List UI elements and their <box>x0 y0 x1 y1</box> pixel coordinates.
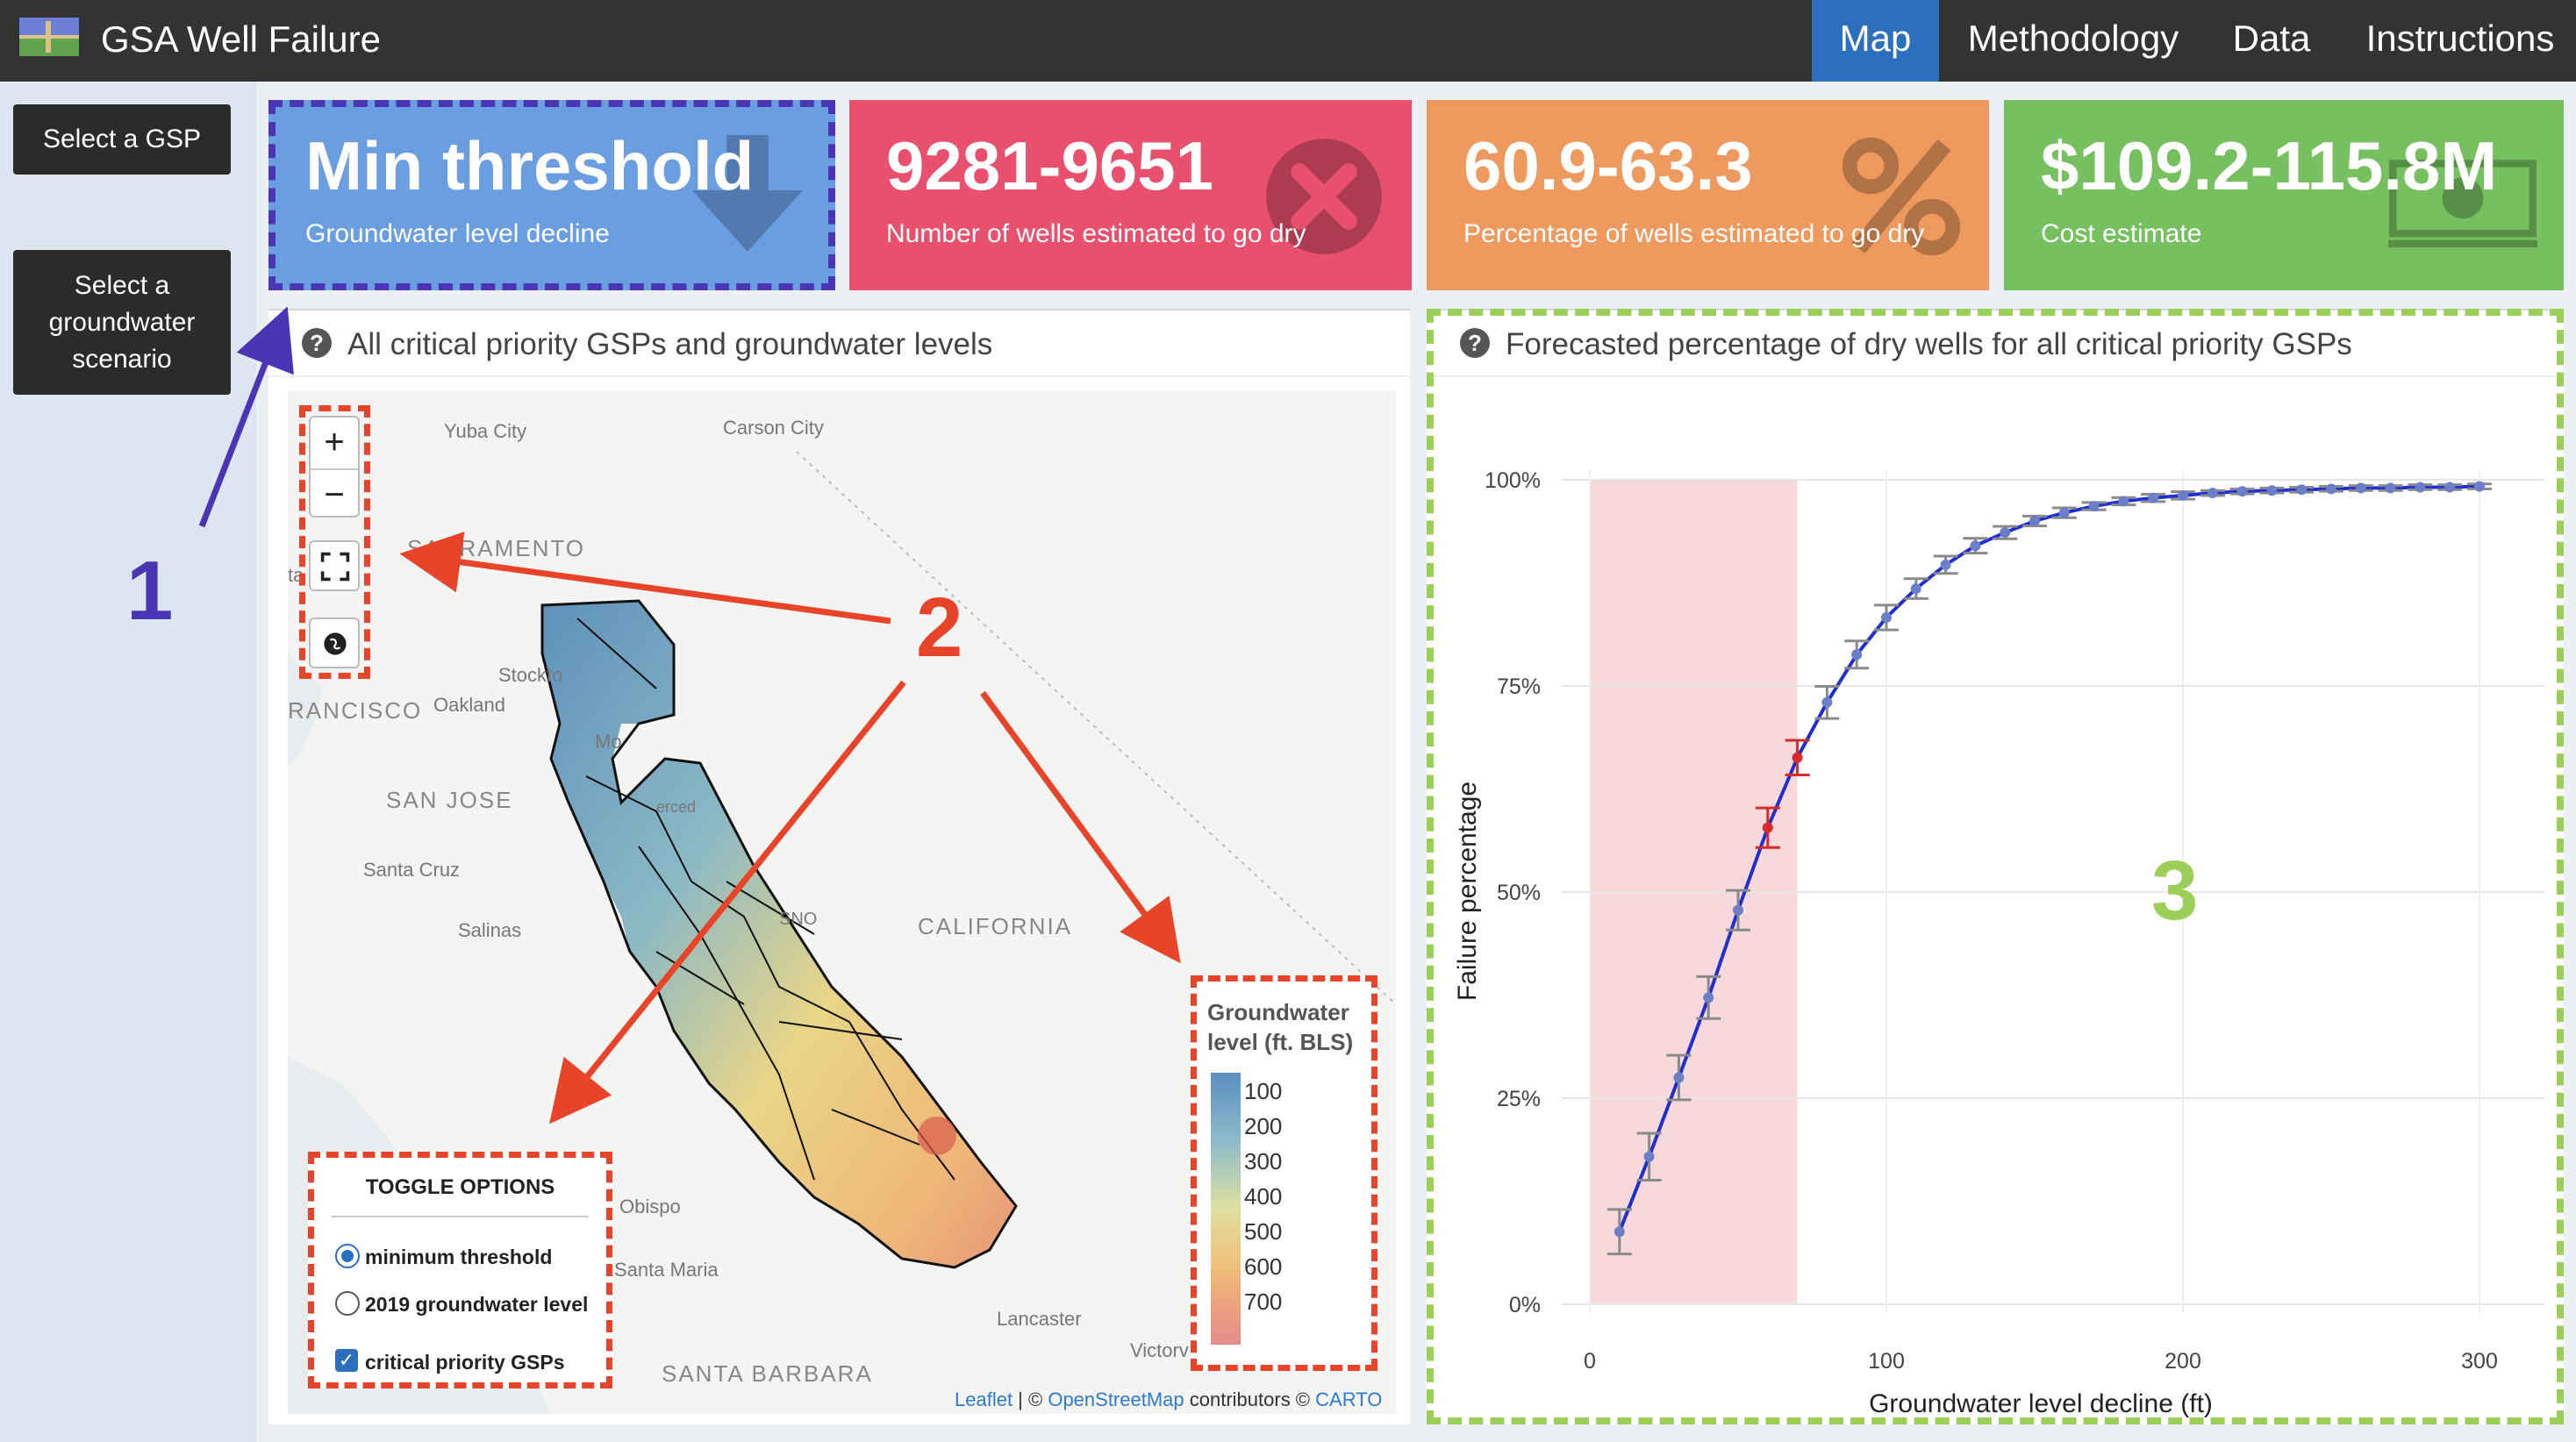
globe-icon <box>324 632 347 655</box>
times-circle-icon <box>1266 139 1382 254</box>
zoom-control: + − <box>309 416 360 518</box>
value-box-cost: $109.2-115.8M Cost estimate <box>2004 100 2564 290</box>
tab-data[interactable]: Data <box>2232 18 2311 59</box>
select-gsp-label: Select a GSP <box>42 125 202 153</box>
attribution-text: contributors © <box>1184 1388 1316 1410</box>
carto-link[interactable]: CARTO <box>1315 1388 1383 1410</box>
wells-dry-value: 9281-9651 <box>886 127 1214 204</box>
place-label: Oakland <box>433 694 505 716</box>
percentage-value: 60.9-63.3 <box>1463 127 1753 204</box>
place-label: SAN JOSE <box>386 787 513 813</box>
threshold-label: Groundwater level decline <box>305 219 610 248</box>
tab-map[interactable]: Map <box>1812 0 1939 82</box>
place-label: SANTA BARBARA <box>662 1360 873 1387</box>
highlight-chart-panel <box>1427 309 2564 1424</box>
fullscreen-control[interactable] <box>309 540 360 591</box>
radio-2019-groundwater[interactable] <box>335 1291 360 1316</box>
toggle-divider <box>332 1216 589 1217</box>
leaflet-link[interactable]: Leaflet <box>955 1388 1013 1410</box>
place-label: SNO <box>779 910 818 929</box>
legend-tick: 700 <box>1244 1289 1283 1315</box>
threshold-value: Min threshold <box>305 127 755 204</box>
osm-link[interactable]: OpenStreetMap <box>1048 1388 1184 1410</box>
legend-title-line-1: Groundwater <box>1207 999 1349 1025</box>
percentage-label: Percentage of wells estimated to go dry <box>1463 219 1925 248</box>
chart-panel-header: ? Forecasted percentage of dry wells for… <box>1427 311 2564 377</box>
select-gsp-button[interactable]: Select a GSP <box>13 104 231 175</box>
zoom-out-button[interactable]: − <box>311 468 358 518</box>
place-label: Santa Cruz <box>363 859 461 881</box>
highlight-map-controls <box>299 405 370 679</box>
scenario-label-line-2: groundwater <box>48 307 196 337</box>
attribution-sep: | © <box>1013 1388 1048 1410</box>
radio-label: minimum threshold <box>365 1246 553 1268</box>
wells-dry-label: Number of wells estimated to go dry <box>886 219 1306 248</box>
place-label: Lancaster <box>997 1308 1082 1330</box>
place-label: erced <box>656 798 697 816</box>
value-box-wells-dry: 9281-9651 Number of wells estimated to g… <box>849 100 1412 290</box>
help-icon[interactable]: ? <box>1460 328 1490 358</box>
legend-tick: 500 <box>1244 1218 1283 1245</box>
locate-control[interactable] <box>309 617 360 668</box>
cost-label: Cost estimate <box>2041 219 2202 248</box>
place-label: Yuba City <box>444 420 527 442</box>
radio-label: 2019 groundwater level <box>365 1293 589 1316</box>
place-label: Salinas <box>458 919 522 941</box>
place-label: Obispo <box>619 1196 681 1217</box>
legend-tick: 200 <box>1244 1113 1283 1139</box>
place-label: Stockto <box>498 664 563 686</box>
tab-methodology[interactable]: Methodology <box>1967 18 2179 59</box>
annotation-1: 1 <box>126 544 174 638</box>
map-panel-title: All critical priority GSPs and groundwat… <box>347 327 993 361</box>
top-navbar: GSA Well Failure Map Methodology Data In… <box>0 0 2576 82</box>
map-panel-header: ? All critical priority GSPs and groundw… <box>268 311 1410 377</box>
scenario-label-line-3: scenario <box>72 344 172 374</box>
percent-icon <box>1842 137 1961 256</box>
app-title: GSA Well Failure <box>101 18 381 60</box>
legend-tick: 400 <box>1244 1183 1283 1210</box>
value-box-threshold: Min threshold Groundwater level decline <box>268 100 835 290</box>
scenario-label-line-1: Select a <box>74 270 170 300</box>
fullscreen-icon <box>320 552 350 582</box>
legend-tick: 600 <box>1244 1253 1283 1280</box>
map-attribution: Leaflet | © OpenStreetMap contributors ©… <box>955 1388 1382 1411</box>
sidebar: Select a GSP Select a groundwater scenar… <box>0 82 256 1442</box>
money-icon <box>2388 160 2537 248</box>
app-logo-icon <box>19 18 79 56</box>
place-label: SACRAMENTO <box>407 535 585 561</box>
legend-tick: 100 <box>1244 1078 1283 1104</box>
place-label: Santa Maria <box>614 1259 719 1281</box>
radio-dot <box>341 1250 354 1262</box>
groundwater-legend: Groundwater level (ft. BLS) 100 200 300 … <box>1191 975 1377 1371</box>
legend-color-bar <box>1211 1073 1241 1345</box>
place-label: Mo <box>595 731 622 753</box>
highlight-threshold-box <box>268 100 835 290</box>
place-label: Carson City <box>723 417 824 439</box>
toggle-title: TOGGLE OPTIONS <box>365 1175 555 1199</box>
toggle-options-panel: TOGGLE OPTIONS minimum threshold 2019 gr… <box>308 1152 612 1388</box>
legend-title-line-2: level (ft. BLS) <box>1207 1029 1354 1055</box>
cost-value: $109.2-115.8M <box>2041 127 2498 204</box>
zoom-in-button[interactable]: + <box>324 423 345 461</box>
tab-instructions[interactable]: Instructions <box>2365 18 2555 59</box>
place-label: RANCISCO <box>288 697 423 724</box>
checkbox-label: critical priority GSPs <box>365 1351 565 1374</box>
help-icon[interactable]: ? <box>302 328 332 358</box>
checkbox-critical-gsps[interactable]: ✓ <box>335 1349 358 1372</box>
legend-tick: 300 <box>1244 1148 1283 1174</box>
chart-panel-title: Forecasted percentage of dry wells for a… <box>1506 327 2352 361</box>
place-label: CALIFORNIA <box>918 913 1073 939</box>
select-scenario-button[interactable]: Select a groundwater scenario <box>13 250 231 395</box>
arrow-down-icon <box>692 135 803 252</box>
place-label: Victorv <box>1130 1339 1189 1361</box>
value-box-percentage: 60.9-63.3 Percentage of wells estimated … <box>1427 100 1989 290</box>
annotation-3: 3 <box>2151 844 2199 938</box>
annotation-2: 2 <box>916 581 963 675</box>
radio-minimum-threshold[interactable] <box>335 1244 360 1268</box>
